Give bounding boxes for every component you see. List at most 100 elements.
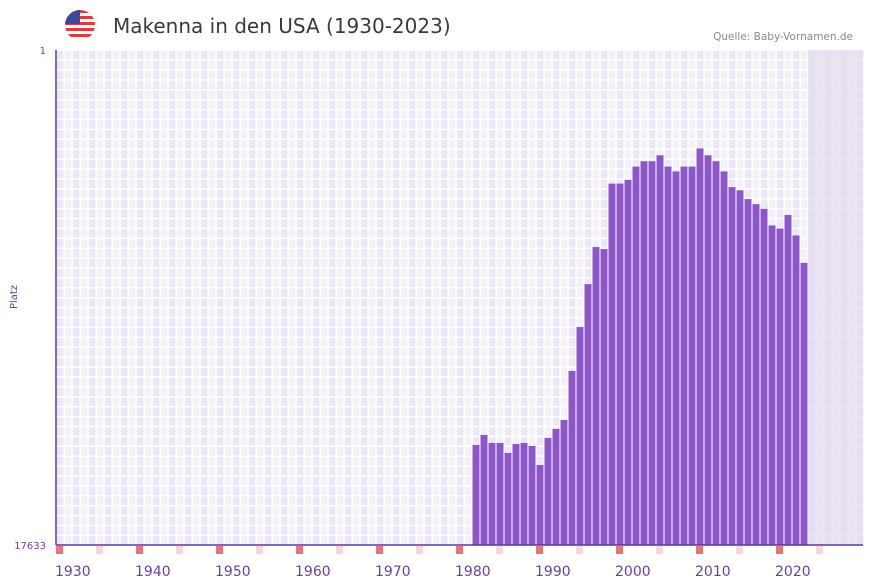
- grid-cell: [337, 140, 344, 149]
- grid-cell: [169, 397, 176, 406]
- grid-cell: [121, 536, 128, 545]
- grid-cell: [401, 258, 408, 268]
- grid-cell: [73, 80, 80, 90]
- grid-cell: [209, 318, 216, 327]
- grid-cell: [313, 506, 320, 515]
- grid-cell: [89, 456, 96, 466]
- grid-cell: [289, 169, 296, 179]
- grid-cell: [257, 179, 264, 189]
- grid-cell: [785, 110, 792, 119]
- grid-cell: [489, 229, 496, 238]
- grid-cell: [705, 120, 712, 129]
- grid-cell: [249, 288, 256, 297]
- grid-cell: [425, 100, 432, 109]
- grid-cell: [377, 130, 384, 139]
- grid-cell: [537, 159, 544, 169]
- grid-cell: [113, 268, 120, 278]
- grid-cell: [65, 199, 72, 208]
- grid-cell: [393, 140, 400, 149]
- grid-cell: [89, 427, 96, 436]
- grid-cell: [329, 338, 336, 347]
- grid-cell: [433, 229, 440, 238]
- grid-cell: [401, 189, 408, 198]
- grid-cell: [777, 120, 784, 129]
- grid-cell: [137, 417, 144, 426]
- grid-cell: [209, 60, 216, 70]
- grid-cell: [137, 90, 144, 99]
- grid-cell: [201, 506, 208, 515]
- grid-cell: [393, 130, 400, 139]
- grid-cell: [65, 536, 72, 545]
- grid-cell: [113, 367, 120, 377]
- grid-cell: [729, 169, 736, 179]
- grid-cell: [137, 110, 144, 119]
- grid-cell: [433, 318, 440, 327]
- grid-cell: [505, 150, 512, 159]
- grid-cell: [81, 278, 88, 288]
- grid-cell: [321, 466, 328, 476]
- grid-cell: [793, 140, 800, 149]
- grid-cell: [65, 70, 72, 80]
- grid-cell: [633, 80, 640, 90]
- grid-cell: [233, 536, 240, 545]
- grid-cell: [161, 506, 168, 515]
- grid-cell: [273, 249, 280, 258]
- grid-cell: [57, 476, 64, 486]
- grid-cell: [113, 456, 120, 466]
- grid-cell: [89, 357, 96, 367]
- grid-cell: [257, 130, 264, 139]
- grid-cell: [377, 140, 384, 149]
- grid-cell: [233, 367, 240, 377]
- grid-cell: [249, 447, 256, 456]
- grid-cell: [401, 150, 408, 159]
- grid-cell: [385, 387, 392, 396]
- grid-cell: [121, 496, 128, 505]
- grid-cell: [193, 70, 200, 80]
- grid-cell: [273, 150, 280, 159]
- grid-cell: [377, 120, 384, 129]
- grid-cell: [521, 258, 528, 268]
- grid-cell: [657, 80, 664, 90]
- grid-cell: [81, 169, 88, 179]
- grid-cell: [313, 100, 320, 109]
- grid-cell: [465, 110, 472, 119]
- grid-cell: [273, 120, 280, 129]
- grid-cell: [753, 110, 760, 119]
- grid-cell: [425, 268, 432, 278]
- grid-cell: [401, 377, 408, 387]
- grid-cell: [281, 288, 288, 297]
- grid-cell: [417, 407, 424, 416]
- grid-cell: [265, 298, 272, 307]
- grid-cell: [73, 159, 80, 169]
- grid-cell: [561, 60, 568, 70]
- grid-cell: [289, 526, 296, 535]
- grid-cell: [145, 90, 152, 99]
- grid-cell: [449, 60, 456, 70]
- grid-cell: [505, 338, 512, 347]
- grid-cell: [361, 80, 368, 90]
- grid-cell: [265, 100, 272, 109]
- grid-cell: [65, 357, 72, 367]
- grid-cell: [777, 199, 784, 208]
- grid-cell: [217, 288, 224, 297]
- grid-cell: [161, 159, 168, 169]
- grid-cell: [73, 318, 80, 327]
- grid-cell: [57, 150, 64, 159]
- grid-cell: [177, 169, 184, 179]
- grid-cell: [225, 268, 232, 278]
- grid-cell: [401, 397, 408, 406]
- grid-cell: [393, 328, 400, 337]
- grid-cell: [761, 140, 768, 149]
- grid-cell: [233, 288, 240, 297]
- grid-cell: [241, 51, 248, 60]
- grid-cell: [681, 100, 688, 109]
- grid-cell: [225, 466, 232, 476]
- grid-cell: [473, 219, 480, 228]
- grid-cell: [425, 456, 432, 466]
- grid-cell: [97, 397, 104, 406]
- grid-cell: [353, 80, 360, 90]
- grid-cell: [361, 179, 368, 189]
- grid-cell: [153, 338, 160, 347]
- grid-cell: [161, 348, 168, 357]
- grid-cell: [265, 456, 272, 466]
